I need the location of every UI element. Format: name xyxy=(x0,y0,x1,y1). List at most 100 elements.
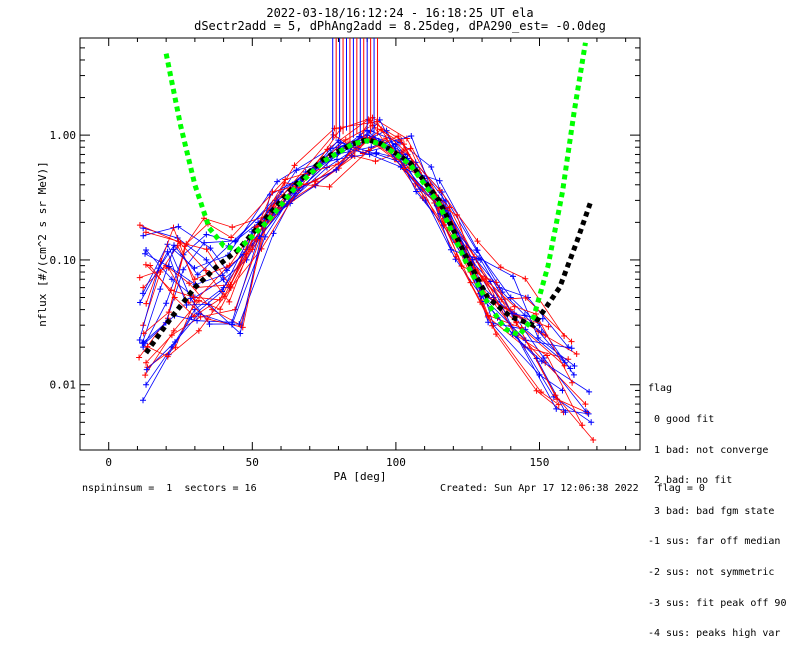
data-point xyxy=(573,351,580,358)
data-point xyxy=(417,186,424,193)
data-point xyxy=(143,247,150,254)
data-point xyxy=(164,248,171,255)
data-point xyxy=(206,321,213,328)
data-point xyxy=(552,392,559,399)
data-point xyxy=(395,133,402,140)
measured-trace xyxy=(144,152,587,412)
footer-left: nspininsum = 1 sectors = 16 xyxy=(82,483,257,494)
data-point xyxy=(342,136,349,143)
chart-title-line2: dSectr2add = 5, dPhAng2add = 8.25deg, dP… xyxy=(194,19,606,33)
data-point xyxy=(207,245,214,252)
data-point xyxy=(372,158,379,165)
data-point xyxy=(188,314,195,321)
data-point xyxy=(447,246,454,253)
data-point xyxy=(217,306,224,313)
data-point xyxy=(163,300,170,307)
measured-trace xyxy=(145,121,573,383)
data-point xyxy=(201,215,208,222)
data-point xyxy=(183,301,190,308)
data-point xyxy=(229,224,236,231)
data-point xyxy=(510,273,517,280)
data-point xyxy=(172,339,179,346)
legend-item: -2 sus: not symmetric xyxy=(648,567,775,579)
data-point xyxy=(142,261,149,268)
data-point xyxy=(180,266,187,273)
data-point xyxy=(373,149,380,156)
data-point xyxy=(291,162,298,169)
data-point xyxy=(202,267,209,274)
data-point xyxy=(170,327,177,334)
data-point xyxy=(333,156,340,163)
legend-item: 3 bad: bad fgm state xyxy=(648,505,775,517)
data-point xyxy=(458,263,465,270)
data-point xyxy=(136,222,143,229)
data-point xyxy=(142,250,149,257)
data-point xyxy=(194,271,201,278)
data-point xyxy=(584,409,591,416)
data-point xyxy=(186,280,193,287)
measured-trace xyxy=(143,139,566,413)
data-point xyxy=(545,323,552,330)
measured-trace xyxy=(147,138,583,426)
data-point xyxy=(147,262,154,269)
measured-trace xyxy=(147,118,588,413)
measured-trace xyxy=(143,135,575,376)
data-point xyxy=(143,300,150,307)
data-point xyxy=(256,233,263,240)
data-point xyxy=(237,330,244,337)
y-tick-label: 0.01 xyxy=(50,379,77,392)
legend-item: -1 sus: far off median xyxy=(648,536,781,548)
data-point xyxy=(157,286,164,293)
legend-item: -4 sus: peaks high var xyxy=(648,628,781,640)
data-point xyxy=(197,313,204,320)
data-point xyxy=(366,151,373,158)
legend-item: 0 good fit xyxy=(648,414,715,426)
data-point xyxy=(337,139,344,146)
data-point xyxy=(497,264,504,271)
data-point xyxy=(175,238,182,245)
data-point xyxy=(330,131,337,138)
data-point xyxy=(195,310,202,317)
data-point xyxy=(165,309,172,316)
data-point xyxy=(270,230,277,237)
data-point xyxy=(218,288,225,295)
data-point xyxy=(538,389,545,396)
data-point xyxy=(436,177,443,184)
data-point xyxy=(570,371,577,378)
measured-trace xyxy=(145,134,565,367)
data-point xyxy=(382,135,389,142)
data-point xyxy=(203,256,210,263)
data-point xyxy=(400,147,407,154)
data-point xyxy=(219,272,226,279)
pitch-angle-plot: 0 50 100 150 0.01 0.10 1.00 PA [deg] nflux [#/(c… xyxy=(36,37,641,483)
data-point xyxy=(535,328,542,335)
data-point xyxy=(561,333,568,340)
data-point xyxy=(239,324,246,331)
data-point xyxy=(140,397,147,404)
y-tick-label: 0.10 xyxy=(50,254,77,267)
x-tick-label: 0 xyxy=(105,456,112,469)
data-point xyxy=(190,294,197,301)
data-point xyxy=(408,132,415,139)
data-point xyxy=(274,178,281,185)
data-point xyxy=(522,294,529,301)
measured-trace xyxy=(144,135,594,441)
data-point xyxy=(477,256,484,263)
data-point xyxy=(142,372,149,379)
data-point xyxy=(469,256,476,263)
data-point xyxy=(228,234,235,241)
legend-item: -3 sus: fit peak off 90 xyxy=(648,597,787,609)
data-point xyxy=(175,223,182,230)
data-point xyxy=(140,225,147,232)
x-axis-label: PA [deg] xyxy=(334,470,387,483)
data-point xyxy=(489,322,496,329)
measured-trace xyxy=(145,137,586,405)
data-point xyxy=(223,267,230,274)
data-point xyxy=(143,366,150,373)
data-point xyxy=(142,229,149,236)
data-point xyxy=(326,183,333,190)
legend-item: 1 bad: not converge xyxy=(648,444,769,456)
data-point xyxy=(428,163,435,170)
data-point xyxy=(171,294,178,301)
data-point xyxy=(533,387,540,394)
